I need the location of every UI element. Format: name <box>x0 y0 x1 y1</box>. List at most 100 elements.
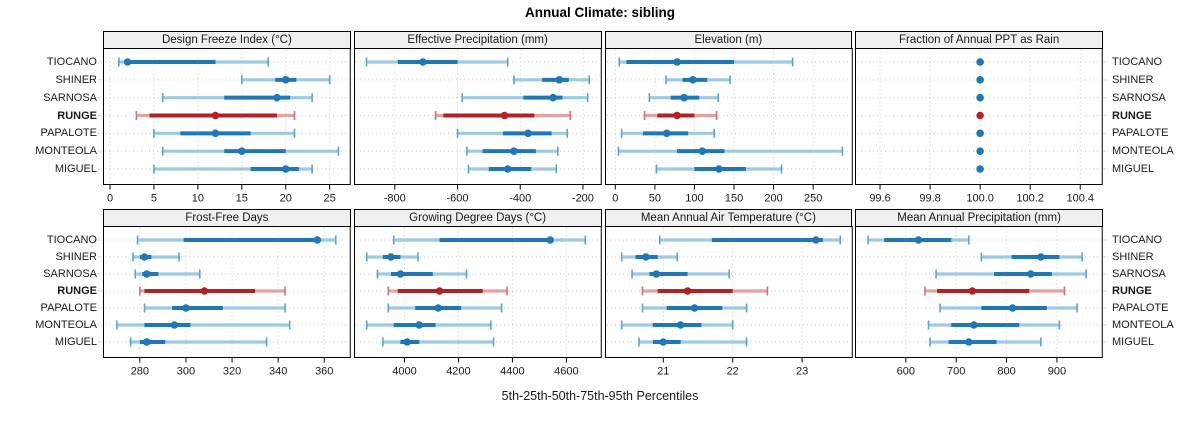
series-runge <box>924 286 1066 296</box>
median-dot <box>142 270 151 278</box>
series-sarnosa <box>648 93 719 103</box>
series-sarnosa <box>461 93 589 103</box>
median-dot <box>976 147 985 155</box>
series-monteola <box>365 320 492 330</box>
series-shiner <box>976 76 985 84</box>
series-miguel <box>153 164 313 174</box>
row-label-tiocano: TIOCANO <box>1112 56 1163 68</box>
row-label-shiner: SHINER <box>1112 251 1154 263</box>
x-tick-label: 100 <box>685 193 703 205</box>
series-monteola <box>620 320 733 330</box>
row-label-monteola: MONTEOLA <box>1112 319 1174 331</box>
series-shiner <box>241 75 331 85</box>
median-dot <box>313 236 322 244</box>
median-dot <box>170 321 179 329</box>
median-dot <box>273 93 281 102</box>
row-label-miguel: MIGUEL <box>54 336 97 348</box>
median-dot <box>403 338 411 346</box>
row-label-miguel: MIGUEL <box>1112 163 1155 175</box>
x-tick-label: 0 <box>612 193 618 205</box>
x-tick-label: 100.4 <box>1067 193 1095 205</box>
median-dot <box>500 111 509 120</box>
median-dot <box>503 165 512 173</box>
series-papalote <box>456 128 568 138</box>
x-tick-label: 21 <box>657 366 669 378</box>
median-dot <box>658 338 667 346</box>
panel-plot-growing-degree-days-c: 4000 4200 4400 4600 <box>353 226 602 378</box>
series-shiner <box>132 252 180 262</box>
x-tick-label: -200 <box>572 193 594 205</box>
row-label-sarnosa: SARNOSA <box>43 91 97 104</box>
series-sarnosa <box>976 93 985 102</box>
series-papalote <box>976 129 985 138</box>
panel-strip-title: Growing Degree Days (°C) <box>409 212 547 224</box>
x-tick-label: 100.0 <box>967 193 995 205</box>
row-label-shiner: SHINER <box>55 251 97 263</box>
median-dot <box>652 270 660 278</box>
row-label-tiocano: TIOCANO <box>46 56 97 68</box>
row-label-runge: RUNGE <box>1112 109 1152 122</box>
x-tick-label: -800 <box>384 193 406 205</box>
x-tick-label: 99.6 <box>870 193 891 205</box>
median-dot <box>970 321 978 329</box>
series-papalote <box>620 128 715 138</box>
x-tick-label: 100.2 <box>1017 193 1045 205</box>
median-dot <box>211 129 220 138</box>
median-dot <box>396 270 404 278</box>
row-label-tiocano: TIOCANO <box>1112 234 1163 246</box>
row-reference-lines <box>857 61 1108 170</box>
x-tick-label: -600 <box>446 193 468 205</box>
panel-strip-growing-degree-days-c: Growing Degree Days (°C) <box>353 209 602 227</box>
series-sarnosa <box>935 269 1088 279</box>
median-dot <box>714 165 723 173</box>
x-tick-label: 4600 <box>554 366 578 378</box>
series-shiner <box>980 252 1084 262</box>
x-tick-label: 22 <box>726 366 738 378</box>
x-tick-label: 360 <box>315 366 333 378</box>
panel-strip-title: Elevation (m) <box>694 34 763 46</box>
gridlines-fraction-of-annual-ppt-as-rain: 99.6 99.8 100.0 100.2 100.4 <box>870 49 1095 205</box>
figure-title: Annual Climate: sibling <box>524 5 675 20</box>
median-dot <box>555 76 563 84</box>
panel-strip-mean-annual-air-temperature-c: Mean Annual Air Temperature (°C) <box>604 209 853 227</box>
panel-strip-elevation-m: Elevation (m) <box>604 31 853 49</box>
median-dot <box>690 304 698 312</box>
median-dot <box>1027 270 1035 278</box>
panel-plot-frost-free-days: 280 300 320 340 360 <box>98 226 351 378</box>
gridlines-effective-precipitation-mm: -800 -600 -400 -200 <box>384 49 594 205</box>
median-dot <box>683 287 691 295</box>
median-dot <box>281 165 290 173</box>
median-dot <box>509 147 518 155</box>
x-tick-label: 320 <box>223 366 241 378</box>
x-tick-label: 23 <box>795 366 807 378</box>
series-papalote <box>143 303 286 313</box>
x-tick-label: 340 <box>269 366 287 378</box>
median-dot <box>672 58 681 66</box>
median-dot <box>676 321 684 329</box>
x-tick-label: 280 <box>131 366 149 378</box>
series-papalote <box>939 303 1079 313</box>
x-tick-label: 15 <box>236 193 248 205</box>
x-tick-label: 4200 <box>446 366 470 378</box>
median-dot <box>123 58 132 66</box>
x-tick-label: 10 <box>192 193 204 205</box>
row-label-papalote: PAPALOTE <box>40 127 97 140</box>
median-dot <box>965 338 973 346</box>
median-dot <box>200 287 209 295</box>
panel-strip-frost-free-days: Frost-Free Days <box>103 209 351 227</box>
x-tick-label: 5 <box>151 193 157 205</box>
median-dot <box>968 287 977 295</box>
panel-strip-design-freeze-index-c: Design Freeze Index (°C) <box>103 31 351 49</box>
median-dot <box>641 253 650 261</box>
series-tiocano <box>136 235 337 245</box>
median-dot <box>976 111 985 120</box>
median-dot <box>976 129 985 138</box>
panel-strip-title: Frost-Free Days <box>185 212 269 224</box>
x-axis-caption: 5th-25th-50th-75th-95th Percentiles <box>501 389 699 403</box>
panel-strip-title: Effective Precipitation (mm) <box>407 34 548 46</box>
series-monteola <box>617 146 843 156</box>
series-runge <box>139 286 286 296</box>
panel-strip-effective-precipitation-mm: Effective Precipitation (mm) <box>353 31 602 49</box>
x-tick-label: 250 <box>803 193 821 205</box>
